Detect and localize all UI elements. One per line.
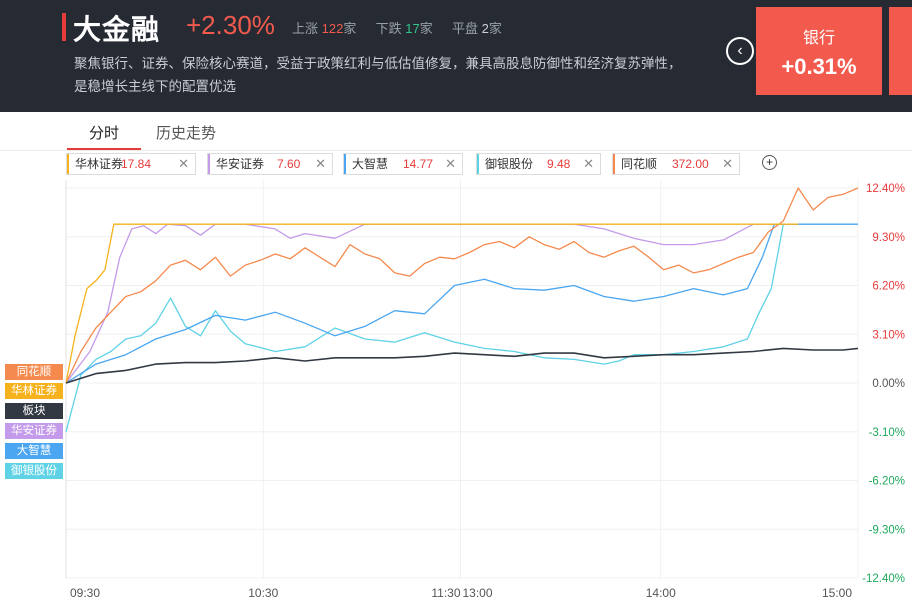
chip-stock-name: 御银股份 [485, 157, 534, 171]
chip-stock-price: 14.77 [403, 157, 434, 171]
down-unit: 家 [419, 21, 433, 36]
legend-tonghuashun[interactable]: 同花顺 [5, 364, 63, 380]
active-tab-indicator [67, 148, 141, 150]
tab-history[interactable]: 历史走势 [156, 125, 217, 142]
sector-description: 聚焦银行、证券、保险核心赛道，受益于政策红利与低估值修复，兼具高股息防御性和经济… [74, 56, 682, 94]
compare-chip-yuyin[interactable]: 御银股份 9.48 ✕ [476, 153, 601, 175]
legend-huaan[interactable]: 华安证券 [5, 423, 63, 439]
flat-unit: 家 [488, 21, 502, 36]
compare-chip-huaan[interactable]: 华安证券 7.60 ✕ [207, 153, 333, 175]
legend-sector[interactable]: 板块 [5, 403, 63, 419]
title-accent-bar [62, 13, 66, 41]
sector-change: +2.30% [186, 10, 275, 40]
close-icon[interactable]: ✕ [583, 156, 594, 171]
close-icon[interactable]: ✕ [178, 156, 189, 171]
y-tick-label: 3.10% [872, 329, 905, 341]
sector-header: 大金融 +2.30% 上涨 122家 下跌 17家 平盘 2家 聚焦银行、证券、… [0, 0, 912, 112]
x-tick-label: 11:30 [431, 586, 460, 600]
series-line [65, 223, 858, 384]
close-icon[interactable]: ✕ [722, 156, 733, 171]
series-line [65, 223, 784, 384]
y-tick-label: 9.30% [872, 232, 905, 244]
related-sector-change: +0.31% [781, 54, 857, 79]
series-line [65, 223, 799, 384]
up-unit: 家 [343, 21, 357, 36]
legend-yuyin[interactable]: 御银股份 [5, 463, 63, 479]
plus-icon: + [765, 155, 773, 169]
related-sector-card[interactable]: 银行 +0.31% [756, 7, 882, 95]
chip-stock-name: 华安证券 [216, 157, 265, 171]
chevron-left-icon: ‹ [737, 42, 743, 59]
chip-color-bar [67, 154, 69, 174]
related-sector-name: 银行 [802, 30, 835, 47]
chip-color-bar [477, 154, 479, 174]
chart-panel: 分时 历史走势 华林证券 17.84 ✕ 华安证券 7.60 ✕ 大智慧 14.… [0, 112, 912, 608]
x-tick-label: 10:30 [248, 586, 278, 600]
chip-stock-price: 7.60 [277, 157, 301, 171]
flat-label: 平盘 [451, 21, 478, 36]
tab-divider [0, 150, 912, 151]
chip-stock-price: 17.84 [121, 157, 152, 171]
compare-chip-dazhihui[interactable]: 大智慧 14.77 ✕ [343, 153, 463, 175]
y-tick-label: -6.20% [869, 476, 905, 488]
previous-sector-button[interactable]: ‹ [726, 37, 754, 65]
y-tick-label: 0.00% [872, 378, 905, 390]
sector-title: 大金融 [73, 14, 161, 45]
next-sector-card[interactable] [889, 7, 912, 95]
series-line [65, 187, 859, 384]
chip-color-bar [613, 154, 615, 174]
chip-stock-price: 372.00 [672, 157, 709, 171]
chip-stock-price: 9.48 [547, 157, 571, 171]
up-label: 上涨 [292, 21, 319, 36]
chip-stock-name: 大智慧 [352, 157, 389, 171]
compare-chip-hualin[interactable]: 华林证券 17.84 ✕ [66, 153, 196, 175]
chip-stock-name: 同花顺 [621, 157, 658, 171]
market-breadth: 上涨 122家 下跌 17家 平盘 2家 [292, 18, 502, 37]
series-line [65, 347, 859, 384]
chip-color-bar [208, 154, 210, 174]
compare-chip-tonghuashun[interactable]: 同花顺 372.00 ✕ [612, 153, 740, 175]
y-tick-label: -12.40% [862, 573, 905, 585]
y-tick-label: 6.20% [872, 281, 905, 293]
down-label: 下跌 [375, 21, 402, 36]
x-tick-label: 13:00 [463, 586, 493, 600]
chip-color-bar [344, 154, 346, 174]
series-line [65, 224, 784, 432]
x-tick-label: 14:00 [646, 586, 676, 600]
legend-hualin[interactable]: 华林证券 [5, 383, 63, 399]
x-tick-label: 15:00 [822, 586, 852, 600]
close-icon[interactable]: ✕ [315, 156, 326, 171]
down-count: 17 [405, 21, 420, 36]
y-tick-label: -9.30% [869, 524, 905, 536]
legend-dazhihui[interactable]: 大智慧 [5, 443, 63, 459]
flat-count: 2 [481, 21, 489, 36]
x-tick-label: 09:30 [70, 586, 100, 600]
add-stock-button[interactable]: + [762, 155, 777, 170]
chip-stock-name: 华林证券 [75, 157, 124, 171]
up-count: 122 [321, 21, 344, 36]
y-tick-label: -3.10% [869, 427, 905, 439]
close-icon[interactable]: ✕ [445, 156, 456, 171]
y-tick-label: 12.40% [866, 183, 905, 195]
tab-intraday[interactable]: 分时 [89, 125, 120, 142]
